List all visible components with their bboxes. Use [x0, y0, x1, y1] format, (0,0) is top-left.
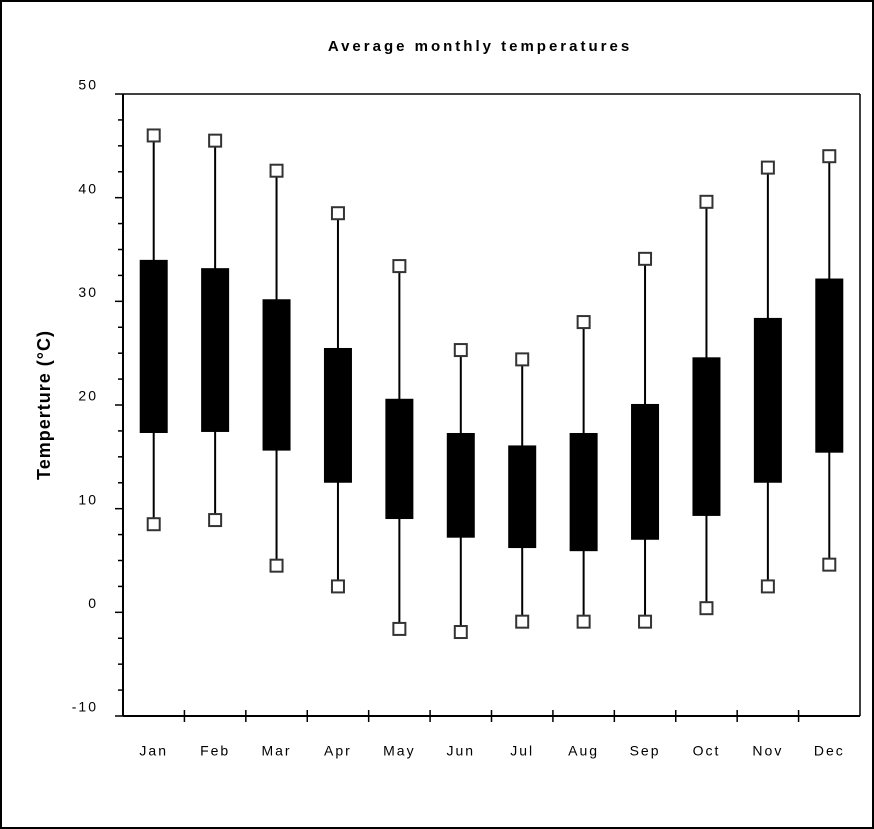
- max-marker: [638, 251, 653, 266]
- max-marker: [699, 194, 714, 209]
- box: [262, 299, 291, 451]
- max-marker: [392, 259, 407, 274]
- box: [385, 398, 414, 520]
- x-tick-label: Jan: [139, 743, 168, 759]
- min-marker: [208, 513, 223, 528]
- min-marker: [269, 558, 284, 573]
- max-marker: [146, 128, 161, 143]
- y-tick-label: 30: [78, 284, 98, 300]
- min-marker: [576, 614, 591, 629]
- max-marker: [330, 206, 345, 221]
- box: [631, 403, 660, 540]
- max-marker: [576, 315, 591, 330]
- max-marker: [208, 133, 223, 148]
- max-marker: [515, 352, 530, 367]
- y-axis-label: Temperture (°C): [34, 330, 54, 480]
- min-marker: [330, 579, 345, 594]
- max-marker: [760, 160, 775, 175]
- box: [815, 278, 844, 453]
- min-marker: [392, 621, 407, 636]
- y-tick-label: 20: [78, 388, 98, 404]
- box: [569, 432, 598, 552]
- x-tick-label: Aug: [568, 743, 599, 759]
- x-tick-label: Oct: [693, 743, 721, 759]
- y-tick-label: 10: [78, 491, 98, 507]
- y-tick-label: -10: [72, 699, 98, 715]
- x-tick-label: Jul: [510, 743, 534, 759]
- y-tick-label: 0: [88, 595, 98, 611]
- box: [139, 259, 168, 433]
- x-tick-label: Sep: [630, 743, 661, 759]
- x-tick-label: Jun: [447, 743, 476, 759]
- min-marker: [638, 614, 653, 629]
- x-tick-label: Feb: [200, 743, 230, 759]
- box: [446, 432, 475, 538]
- box: [692, 357, 721, 516]
- box: [508, 445, 537, 549]
- x-tick-label: Apr: [324, 743, 352, 759]
- x-tick-label: Dec: [814, 743, 845, 759]
- x-tick-label: May: [383, 743, 415, 759]
- min-marker: [453, 625, 468, 640]
- min-marker: [699, 601, 714, 616]
- y-tick-label: 40: [78, 180, 98, 196]
- box: [753, 317, 782, 483]
- x-tick-label: Mar: [261, 743, 291, 759]
- box: [201, 268, 230, 432]
- box: [323, 347, 352, 483]
- max-marker: [453, 343, 468, 358]
- max-marker: [269, 163, 284, 178]
- min-marker: [146, 517, 161, 532]
- y-tick-label: 50: [78, 77, 98, 93]
- max-marker: [822, 149, 837, 164]
- min-marker: [515, 614, 530, 629]
- x-tick-label: Nov: [752, 743, 783, 759]
- min-marker: [760, 579, 775, 594]
- min-marker: [822, 557, 837, 572]
- chart-title: Average monthly temperatures: [328, 38, 632, 55]
